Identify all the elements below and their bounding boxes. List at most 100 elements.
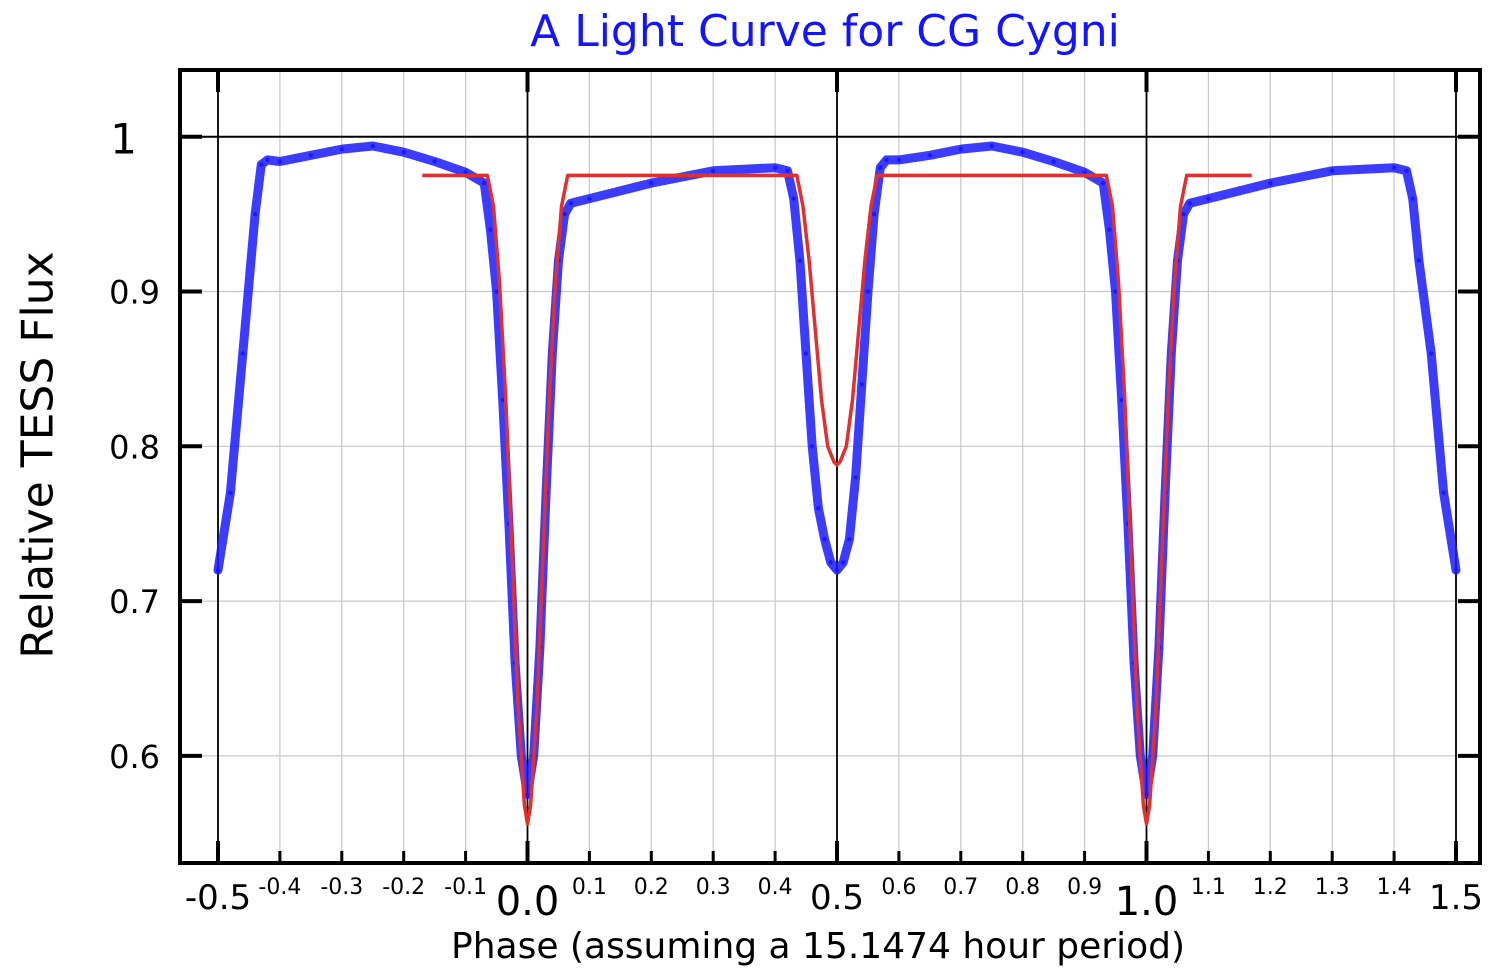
data-point xyxy=(1119,397,1124,403)
data-point xyxy=(1453,567,1459,573)
data-point xyxy=(568,201,573,206)
model-curve xyxy=(422,173,1252,826)
chart-title: A Light Curve for CG Cygni xyxy=(530,6,1120,57)
reference-lines xyxy=(180,70,1480,863)
data-point xyxy=(1181,211,1186,217)
x-minor-tick-label: 1.2 xyxy=(1253,875,1288,900)
x-minor-tick-label: 1.1 xyxy=(1191,875,1226,900)
data-point xyxy=(649,180,654,186)
data-point xyxy=(711,168,716,173)
data-point xyxy=(859,382,864,387)
data-point xyxy=(865,289,871,294)
data-point xyxy=(803,351,809,356)
x-minor-tick-label: 0.9 xyxy=(1067,875,1102,900)
data-point xyxy=(1410,196,1415,201)
tick-labels: 0.6 0.7 0.8 0.9 1 -0.5 0.0 0.5 1.0 1.5 -0.4 -0.3 -0.… xyxy=(109,115,1483,925)
data-point xyxy=(228,490,233,495)
data-point xyxy=(989,143,994,149)
data-point xyxy=(1144,792,1149,797)
model-line xyxy=(422,173,1252,826)
y-tick-label: 0.6 xyxy=(109,738,160,776)
data-point xyxy=(853,475,858,480)
x-minor-tick-label: 0.6 xyxy=(881,875,916,900)
axis-ticks xyxy=(180,70,1480,863)
data-point xyxy=(488,227,493,232)
data-point xyxy=(215,567,221,573)
data-point xyxy=(1113,289,1118,294)
x-minor-tick-label: 0.8 xyxy=(1005,875,1040,900)
x-minor-tick-label: -0.4 xyxy=(258,875,301,900)
data-point xyxy=(562,211,567,217)
y-tick-label: 0.7 xyxy=(109,583,160,621)
x-minor-tick-label: -0.2 xyxy=(382,875,425,900)
x-minor-tick-label: 0.3 xyxy=(696,875,731,900)
data-point xyxy=(1429,351,1434,356)
x-minor-tick-label: 1.4 xyxy=(1377,875,1412,900)
x-minor-tick-label: 0.7 xyxy=(943,875,978,900)
data-point xyxy=(884,157,889,163)
x-minor-tick-label: 0.1 xyxy=(572,875,607,900)
x-major-tick-label: 1.5 xyxy=(1429,878,1483,918)
data-point xyxy=(1101,180,1106,186)
data-point xyxy=(822,537,827,542)
data-point xyxy=(500,397,505,403)
data-point xyxy=(834,567,840,573)
y-tick-label: 0.8 xyxy=(109,428,160,466)
data-point xyxy=(1051,159,1056,164)
data-point xyxy=(587,196,592,201)
grid-lines xyxy=(180,70,1480,863)
data-point xyxy=(772,165,778,170)
data-point xyxy=(828,560,833,565)
data-point xyxy=(816,506,821,511)
data-point xyxy=(525,792,530,797)
data-point xyxy=(1020,150,1025,155)
data-point xyxy=(878,165,883,170)
x-major-tick-label: -0.5 xyxy=(185,878,251,918)
data-point xyxy=(1268,180,1273,186)
data-point xyxy=(785,168,790,173)
data-point xyxy=(1441,490,1446,495)
data-point xyxy=(1391,165,1397,170)
data-point xyxy=(240,351,245,356)
x-minor-tick-label: 0.2 xyxy=(634,875,669,900)
data-point xyxy=(265,157,270,163)
data-point xyxy=(927,153,933,158)
data-point xyxy=(1404,168,1409,173)
data-point xyxy=(482,180,487,186)
x-minor-tick-label: -0.1 xyxy=(444,875,487,900)
x-major-tick-label: 0.0 xyxy=(496,879,560,925)
data-point xyxy=(1330,168,1335,173)
data-point xyxy=(463,170,468,175)
plot-border xyxy=(178,68,1482,865)
x-major-tick-label: 1.0 xyxy=(1115,879,1179,925)
data-point xyxy=(494,289,499,294)
data-point xyxy=(871,211,877,217)
data-point xyxy=(1082,170,1087,175)
data-point xyxy=(841,560,846,565)
x-major-tick-label: 0.5 xyxy=(810,878,864,918)
x-minor-tick-label: 1.3 xyxy=(1315,875,1350,900)
data-point xyxy=(1206,196,1211,201)
data-point xyxy=(896,157,902,163)
data-point xyxy=(277,159,283,164)
data-point xyxy=(259,162,264,167)
y-tick-label: 1 xyxy=(110,115,137,164)
data-point xyxy=(1107,227,1112,232)
plot-frame xyxy=(178,68,1482,865)
data-point xyxy=(791,196,796,201)
data-point xyxy=(1416,258,1422,263)
data-point xyxy=(339,146,344,152)
data-point xyxy=(1187,201,1193,206)
data-point xyxy=(958,146,963,152)
data-point xyxy=(401,150,406,155)
data-point xyxy=(847,537,852,542)
data-point xyxy=(432,159,437,164)
x-minor-tick-label: -0.3 xyxy=(320,875,363,900)
y-tick-label: 0.9 xyxy=(109,274,160,312)
data-point xyxy=(810,444,815,449)
data-point xyxy=(370,143,375,149)
data-point xyxy=(252,211,258,217)
x-minor-tick-label: 0.4 xyxy=(758,875,793,900)
data-point xyxy=(308,153,314,158)
